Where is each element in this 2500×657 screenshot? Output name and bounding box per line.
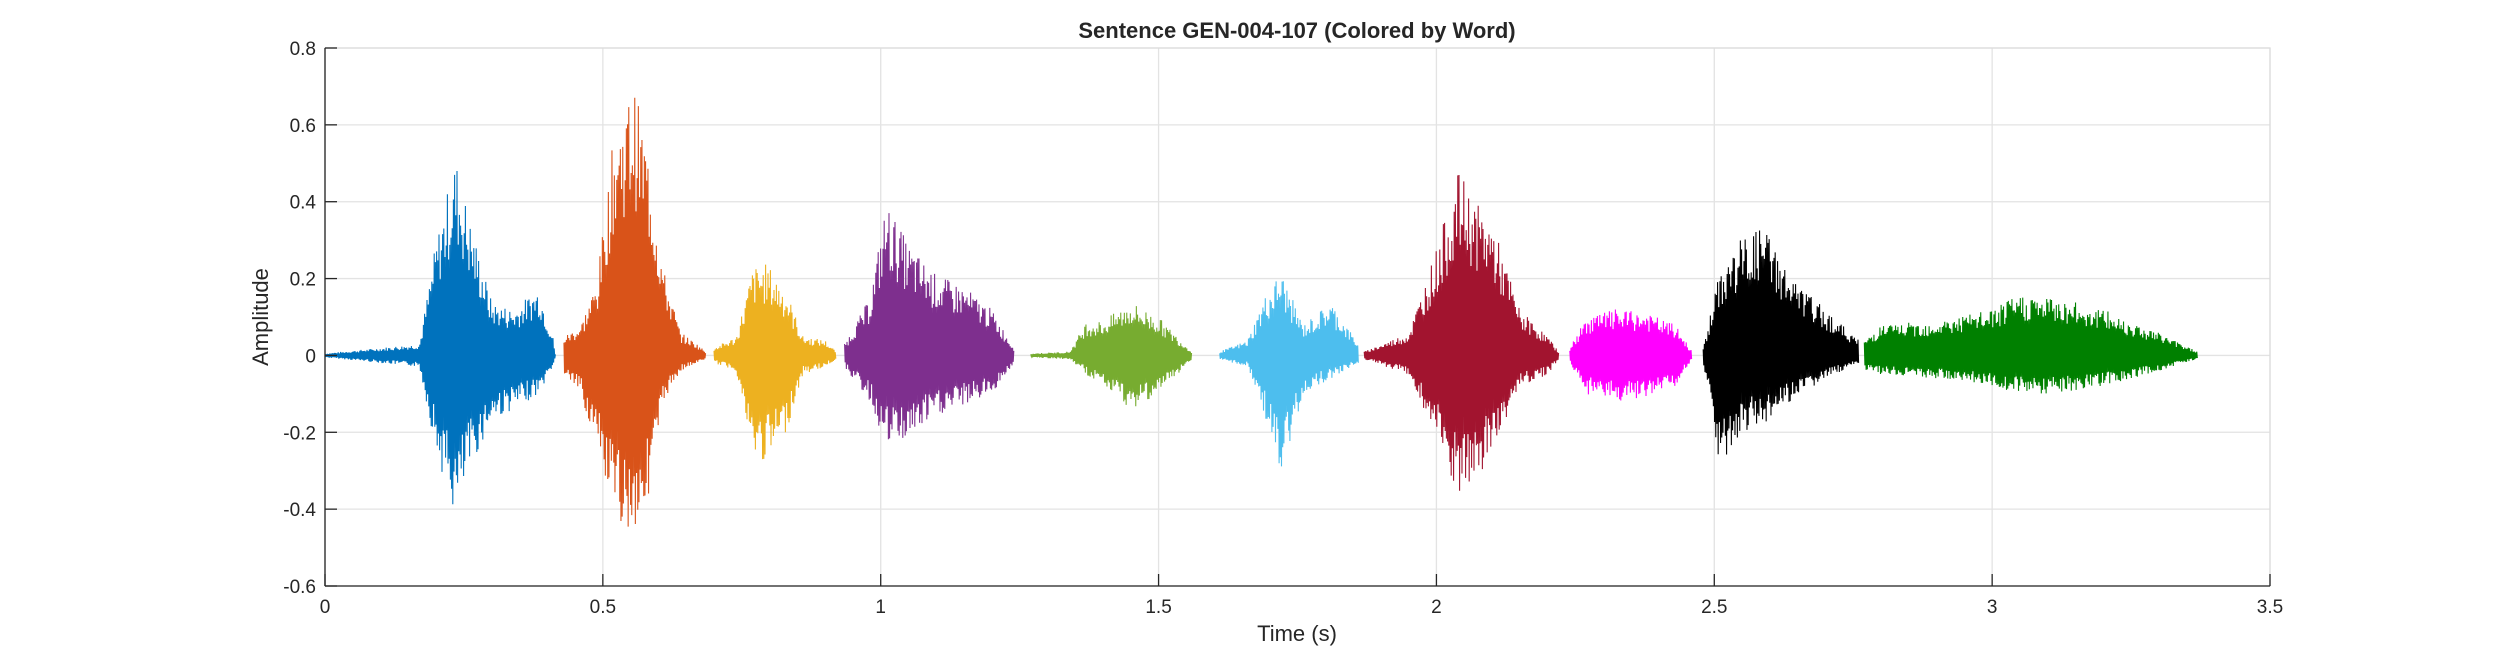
chart-title: Sentence GEN-004-107 (Colored by Word) — [1078, 18, 1515, 43]
word-waveform-10 — [1863, 297, 2198, 394]
x-tick-label: 3.5 — [2257, 597, 2283, 618]
y-tick-label: 0.4 — [290, 193, 317, 214]
x-tick-label: 0 — [320, 597, 331, 618]
word-waveform-7 — [1363, 174, 1560, 491]
x-axis-label: Time (s) — [1257, 621, 1337, 646]
y-tick-label: -0.6 — [283, 577, 316, 598]
word-waveform-6 — [1219, 281, 1359, 467]
word-waveform-8 — [1569, 309, 1693, 401]
x-tick-label: 2.5 — [1701, 597, 1727, 618]
word-waveform-9 — [1702, 230, 1860, 455]
y-ticks: -0.6 -0.4 -0.2 0 0.2 0.4 0.6 0.8 — [283, 39, 337, 598]
y-tick-label: 0.2 — [290, 270, 316, 291]
x-tick-label: 3 — [1987, 597, 1998, 618]
y-tick-label: -0.4 — [283, 500, 316, 521]
word-waveform-1 — [324, 171, 556, 505]
y-tick-label: 0.6 — [290, 116, 316, 137]
x-tick-label: 2 — [1431, 597, 1442, 618]
y-tick-label: -0.2 — [283, 423, 316, 444]
y-tick-label: 0.8 — [290, 39, 316, 60]
x-tick-label: 1 — [875, 597, 886, 618]
waveforms — [324, 97, 2198, 527]
axes — [324, 48, 2270, 587]
word-waveform-5 — [1030, 306, 1193, 407]
x-tick-label: 1.5 — [1145, 597, 1171, 618]
word-waveform-2 — [563, 97, 707, 527]
x-tick-label: 0.5 — [590, 597, 616, 618]
word-waveform-3 — [713, 264, 837, 460]
x-ticks: 0 0.5 1 1.5 2 2.5 3 3.5 — [320, 574, 2283, 618]
y-axis-label: Amplitude — [248, 268, 273, 366]
word-waveform-4 — [844, 213, 1015, 440]
y-tick-label: 0 — [305, 346, 316, 367]
